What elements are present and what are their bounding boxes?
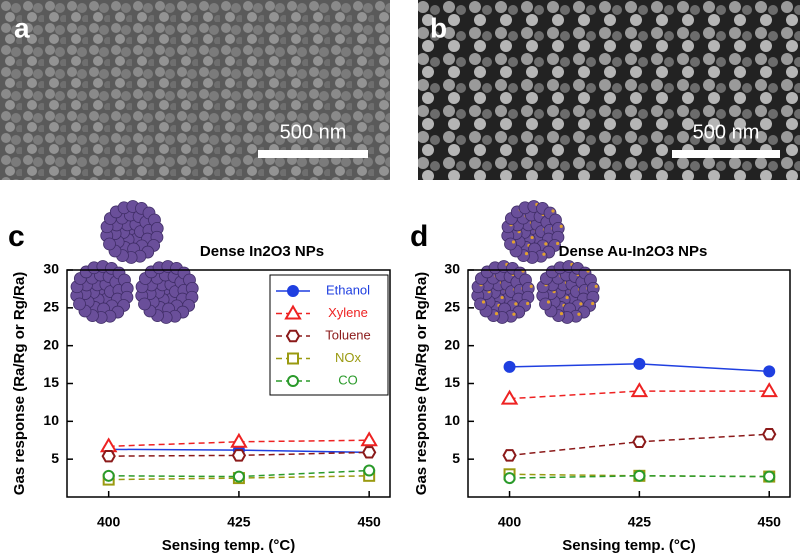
marker [763,470,776,483]
x-tick-label: 425 [628,514,652,530]
x-tick-label: 400 [498,514,522,530]
y-tick-label: 15 [43,374,59,390]
au-dot [542,252,546,256]
au-dot [551,209,555,213]
legend-label: Toluene [325,327,371,342]
y-tick-label: 5 [452,450,460,466]
y-tick-label: 10 [43,412,59,428]
au-dot [494,312,499,316]
legend-label: Xylene [328,305,368,320]
marker [632,435,647,448]
marker [503,360,516,373]
au-dot [524,252,529,256]
panel-label: c [8,220,25,253]
marker [102,469,115,482]
chart-title: Dense In2O3 NPs [200,243,324,260]
nanoparticle-cluster [135,260,199,324]
legend-marker [287,285,299,297]
marker [633,357,646,370]
panel-label: b [430,12,447,43]
scale-bar-label: 500 nm [280,121,347,143]
legend-label: NOx [335,350,362,365]
au-dot [514,302,518,306]
y-tick-label: 30 [444,261,460,277]
x-tick-label: 425 [227,514,251,530]
y-tick-label: 25 [444,299,460,315]
marker [363,464,376,477]
au-dot [556,241,560,246]
y-tick-label: 5 [51,450,59,466]
au-dot [591,301,595,306]
marker [101,449,116,463]
scale-bar-label: 500 nm [693,121,760,143]
y-tick-label: 20 [43,336,59,352]
au-dot [544,242,548,246]
panel-label: a [14,12,30,43]
y-tick-label: 15 [444,374,460,390]
series-line [509,475,770,479]
au-dot [529,284,533,289]
au-dot [481,300,486,304]
au-dot [546,300,551,304]
y-axis-label: Gas response (Ra/Rg or Rg/Ra) [11,272,28,495]
marker [99,437,118,453]
marker [230,432,248,448]
marker [503,472,516,485]
nanoparticle-cluster [70,260,134,324]
marker [231,449,247,462]
marker [232,470,245,483]
marker [502,449,517,462]
marker [362,446,377,459]
au-dot [579,302,583,306]
au-dot [511,240,516,244]
au-dot [512,312,516,316]
au-dot [559,224,563,229]
marker [762,428,777,441]
nanoparticle-cluster [501,200,565,264]
y-tick-label: 10 [444,412,460,428]
scale-bar [672,150,780,158]
legend-marker [285,329,301,343]
legend-label: CO [338,372,358,387]
marker [360,431,378,447]
particle [474,297,487,311]
chart-title: Dense Au-In2O3 NPs [559,243,708,260]
au-dot [577,312,581,316]
nanoparticle-cluster [100,200,164,264]
au-dot [559,312,564,316]
legend-label: Ethanol [326,282,370,297]
particle [103,237,116,251]
legend-marker [287,352,299,365]
y-axis-label: Gas response (Ra/Rg or Rg/Ra) [413,272,430,495]
particle [504,237,517,251]
x-tick-label: 400 [97,514,121,530]
marker [760,382,778,398]
y-tick-label: 20 [444,336,460,352]
legend-marker [287,375,299,387]
legend-marker [284,304,302,320]
marker [763,365,776,378]
particle [73,297,86,311]
x-tick-label: 450 [357,514,381,530]
y-tick-label: 25 [43,299,59,315]
marker [633,469,646,482]
au-dot [500,295,504,300]
particle [539,297,552,311]
y-tick-label: 30 [43,261,59,277]
x-tick-label: 450 [758,514,782,530]
au-dot [565,295,569,300]
marker [630,382,649,398]
panel-label: d [410,220,428,253]
au-dot [526,301,530,306]
series-line [509,473,770,478]
au-dot [594,284,598,289]
particle [138,297,151,311]
x-axis-label: Sensing temp. (°C) [562,537,696,554]
au-dot [530,235,534,240]
x-axis-label: Sensing temp. (°C) [162,537,296,554]
scale-bar [258,150,368,158]
marker [500,389,519,405]
